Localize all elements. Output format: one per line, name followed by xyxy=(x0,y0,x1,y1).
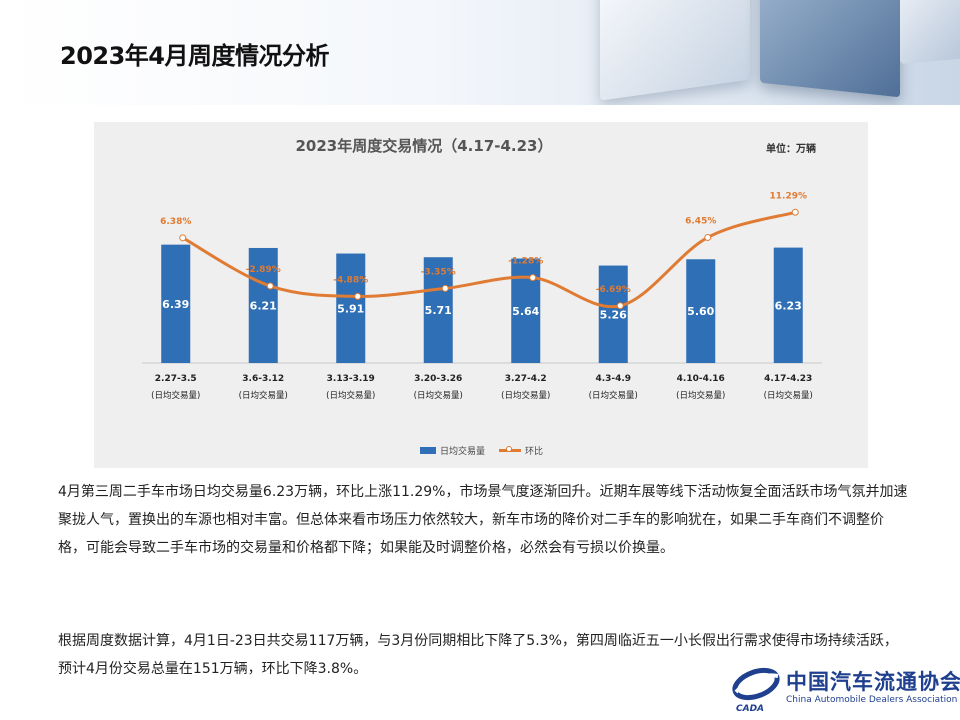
line-value-label: -6.69% xyxy=(596,285,631,295)
bar-value-label: 6.21 xyxy=(250,299,277,312)
x-tick-label: 3.13-3.19 xyxy=(327,374,375,384)
decorative-cube xyxy=(760,0,900,98)
svg-text:CADA: CADA xyxy=(736,704,764,714)
logo-chinese-name: 中国汽车流通协会 xyxy=(786,669,960,694)
x-tick-sublabel: (日均交易量) xyxy=(326,390,375,401)
line-value-label: -4.88% xyxy=(333,275,368,285)
x-tick-sublabel: (日均交易量) xyxy=(239,390,288,401)
line-point-mom xyxy=(616,302,624,310)
bar-daily-volume xyxy=(773,247,803,363)
x-tick-label: 3.20-3.26 xyxy=(414,374,462,384)
chart-title: 2023年周度交易情况（4.17-4.23） xyxy=(295,137,553,155)
bar-value-label: 5.60 xyxy=(687,305,714,318)
bar-daily-volume xyxy=(161,244,191,363)
line-point-mom xyxy=(529,274,537,282)
analysis-paragraph-2: 根据周度数据计算，4月1日-23日共交易117万辆，与3月份同期相比下降了5.3… xyxy=(58,633,898,677)
chart-container: 6.39 2.27-3.5 (日均交易量) 6.21 3.6-3.12 (日均交易量) 5.… xyxy=(94,122,868,468)
bar-daily-volume xyxy=(423,257,453,363)
line-value-label: 11.29% xyxy=(770,191,808,201)
x-tick-sublabel: (日均交易量) xyxy=(414,390,463,401)
header-banner: 2023年4月周度情况分析 xyxy=(0,0,960,105)
chart-legend: 日均交易量 环比 xyxy=(420,444,543,457)
x-tick-label: 4.3-4.9 xyxy=(595,374,631,384)
line-point-mom xyxy=(441,284,449,292)
legend-label-mom: 环比 xyxy=(525,447,544,457)
line-value-label: 6.38% xyxy=(160,217,191,227)
bar-value-label: 5.91 xyxy=(337,302,364,315)
bar-daily-volume xyxy=(686,259,716,363)
bar-value-label: 5.71 xyxy=(425,304,452,317)
series-line-mom xyxy=(182,210,796,309)
bar-value-label: 5.26 xyxy=(600,308,627,321)
x-tick-label: 3.27-4.2 xyxy=(505,374,547,384)
x-tick-sublabel: (日均交易量) xyxy=(151,390,200,401)
legend-bar-swatch xyxy=(420,447,436,454)
x-tick-label: 2.27-3.5 xyxy=(155,374,197,384)
line-value-label: -1.28% xyxy=(508,257,543,267)
logo-english-name: China Automobile Dealers Association xyxy=(786,695,958,705)
x-tick-sublabel: (日均交易量) xyxy=(676,390,725,401)
line-point-mom xyxy=(704,233,712,241)
x-tick-sublabel: (日均交易量) xyxy=(501,390,550,401)
page-title: 2023年4月周度情况分析 xyxy=(60,42,330,70)
line-value-label: -2.89% xyxy=(246,265,281,275)
decorative-cube xyxy=(900,0,960,64)
line-value-label: -3.35% xyxy=(421,267,456,277)
x-tick-label: 4.10-4.16 xyxy=(677,374,725,384)
bar-value-label: 6.39 xyxy=(162,298,189,311)
line-point-mom xyxy=(179,234,187,242)
cada-logo: CADA 中国汽车流通协会 China Automobile Dealers A… xyxy=(730,662,960,714)
bar-daily-volume xyxy=(598,265,628,363)
line-point-mom xyxy=(791,208,799,216)
x-tick-sublabel: (日均交易量) xyxy=(589,390,638,401)
x-tick-label: 3.6-3.12 xyxy=(242,374,284,384)
bar-daily-volume xyxy=(248,247,278,363)
chart-unit-label: 单位：万辆 xyxy=(766,144,816,155)
decorative-cube xyxy=(600,0,750,101)
cada-logo-mark: CADA xyxy=(732,667,780,714)
line-value-label: 6.45% xyxy=(685,216,716,226)
legend-line-swatch xyxy=(499,446,522,452)
x-tick-sublabel: (日均交易量) xyxy=(764,390,813,401)
x-tick-label: 4.17-4.23 xyxy=(764,374,812,384)
chart-svg: 6.39 2.27-3.5 (日均交易量) 6.21 3.6-3.12 (日均交易量) 5.… xyxy=(142,191,822,401)
line-point-mom xyxy=(266,282,274,290)
legend-label-volume: 日均交易量 xyxy=(440,447,486,457)
bar-daily-volume xyxy=(336,253,366,363)
bar-value-label: 6.23 xyxy=(775,299,802,312)
bar-value-label: 5.64 xyxy=(512,305,539,318)
analysis-paragraph-1: 4月第三周二手车市场日均交易量6.23万辆，环比上涨11.29%，市场景气度逐渐… xyxy=(58,484,908,556)
line-point-mom xyxy=(354,292,362,300)
